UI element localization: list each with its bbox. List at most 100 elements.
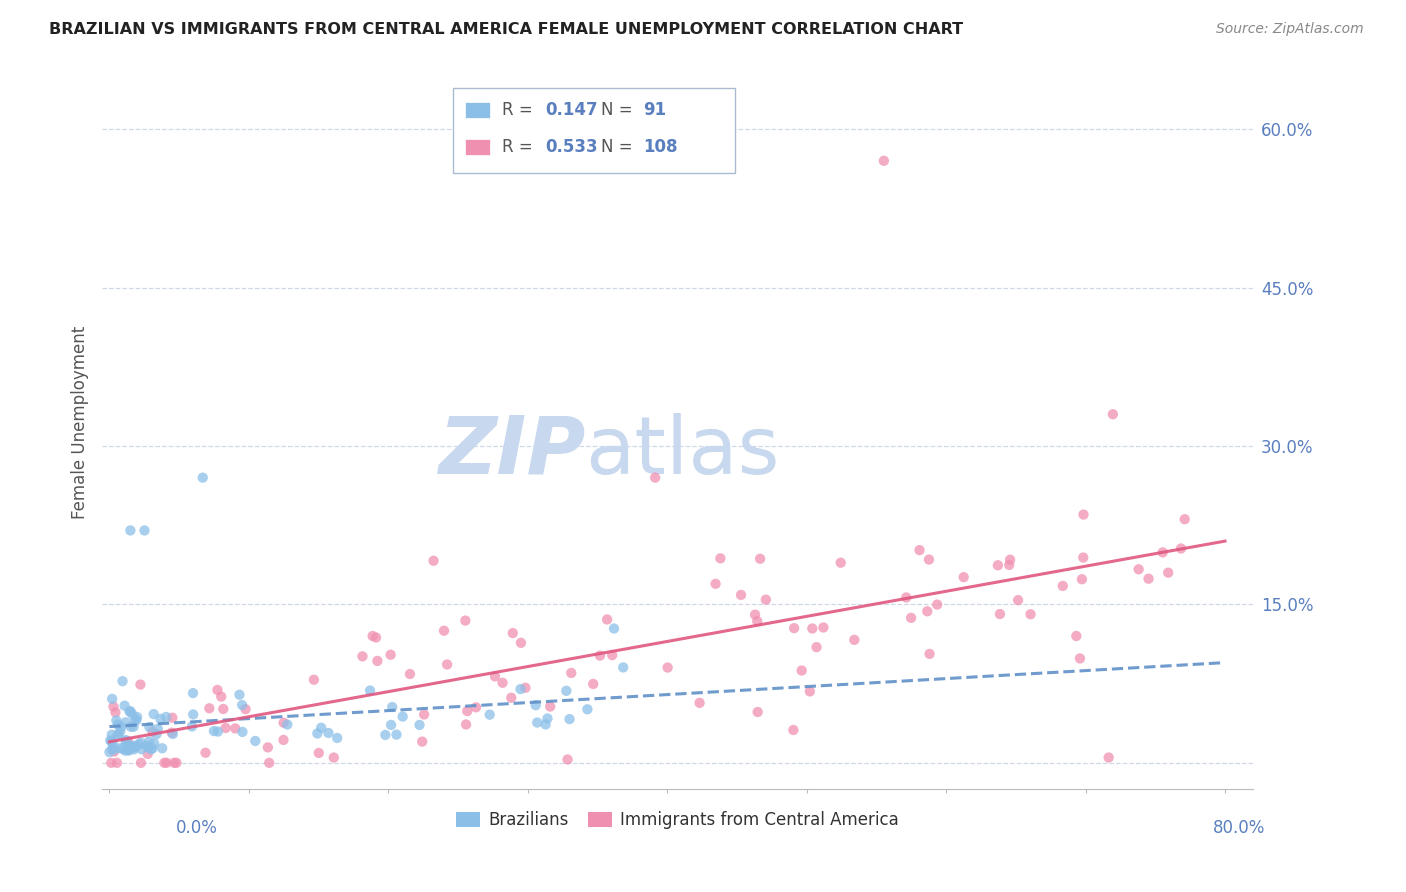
Text: R =: R =	[502, 138, 537, 156]
Point	[149, 712, 172, 726]
Point	[352, 649, 374, 664]
Point	[127, 710, 149, 724]
Point	[131, 742, 153, 756]
Point	[124, 740, 146, 755]
Point	[117, 734, 139, 748]
Point	[600, 648, 623, 662]
Point	[896, 591, 918, 605]
Point	[231, 725, 253, 739]
FancyBboxPatch shape	[465, 139, 491, 155]
Text: BRAZILIAN VS IMMIGRANTS FROM CENTRAL AMERICA FEMALE UNEMPLOYMENT CORRELATION CHA: BRAZILIAN VS IMMIGRANTS FROM CENTRAL AME…	[49, 22, 963, 37]
Point	[207, 682, 229, 697]
Point	[1071, 550, 1094, 565]
Point	[98, 733, 121, 747]
Point	[257, 756, 280, 770]
Point	[478, 707, 501, 722]
Point	[456, 704, 478, 718]
Point	[257, 740, 280, 755]
Point	[163, 756, 186, 770]
Point	[110, 720, 132, 734]
Point	[162, 711, 184, 725]
Point	[141, 724, 163, 739]
Point	[988, 607, 1011, 621]
Point	[110, 724, 132, 739]
Point	[380, 718, 402, 732]
Point	[162, 727, 184, 741]
Point	[98, 745, 121, 759]
Point	[790, 664, 813, 678]
Point	[114, 733, 136, 747]
Point	[1152, 545, 1174, 559]
Point	[120, 739, 142, 753]
Point	[143, 736, 166, 750]
Point	[326, 731, 349, 745]
Point	[129, 756, 152, 770]
Point	[422, 554, 444, 568]
Point	[596, 612, 619, 626]
Point	[120, 704, 142, 718]
Point	[799, 684, 821, 698]
Point	[359, 683, 381, 698]
Legend: Brazilians, Immigrants from Central America: Brazilians, Immigrants from Central Amer…	[450, 805, 905, 836]
Text: 0.533: 0.533	[546, 138, 598, 156]
Point	[111, 741, 134, 756]
Text: Source: ZipAtlas.com: Source: ZipAtlas.com	[1216, 22, 1364, 37]
Point	[107, 717, 129, 731]
Point	[181, 686, 204, 700]
Text: N =: N =	[600, 101, 637, 120]
Point	[134, 524, 156, 538]
Point	[502, 626, 524, 640]
Point	[103, 742, 125, 756]
Point	[873, 153, 896, 168]
Point	[124, 712, 146, 726]
Point	[138, 720, 160, 734]
Point	[100, 734, 122, 748]
Point	[153, 756, 176, 770]
Point	[111, 674, 134, 689]
FancyBboxPatch shape	[465, 102, 491, 119]
Point	[318, 726, 340, 740]
Point	[103, 745, 125, 759]
Point	[128, 737, 150, 751]
Point	[1098, 750, 1121, 764]
Point	[1174, 512, 1197, 526]
Point	[276, 717, 298, 731]
Point	[166, 756, 188, 770]
Point	[783, 621, 806, 635]
Point	[465, 700, 488, 714]
Point	[538, 699, 561, 714]
Point	[436, 657, 458, 672]
Point	[484, 669, 506, 683]
Point	[105, 714, 128, 728]
Point	[399, 667, 422, 681]
Point	[454, 717, 477, 731]
Point	[411, 734, 433, 748]
Point	[806, 640, 828, 655]
Point	[181, 719, 204, 733]
Point	[558, 712, 581, 726]
Point	[704, 576, 727, 591]
Point	[156, 756, 179, 770]
Point	[612, 660, 634, 674]
Point	[142, 707, 165, 722]
Point	[391, 709, 413, 723]
Point	[908, 543, 931, 558]
Text: atlas: atlas	[586, 412, 780, 491]
Point	[1007, 593, 1029, 607]
Point	[118, 705, 141, 719]
Point	[536, 711, 558, 725]
Point	[534, 717, 557, 731]
Point	[139, 742, 162, 756]
Y-axis label: Female Unemployment: Female Unemployment	[72, 326, 89, 519]
Point	[755, 592, 778, 607]
Point	[830, 556, 852, 570]
Point	[998, 552, 1021, 566]
Point	[129, 677, 152, 691]
Point	[136, 740, 159, 755]
Point	[998, 558, 1021, 572]
Point	[273, 733, 295, 747]
Point	[181, 707, 204, 722]
Point	[927, 598, 949, 612]
Point	[1069, 651, 1091, 665]
Point	[273, 715, 295, 730]
